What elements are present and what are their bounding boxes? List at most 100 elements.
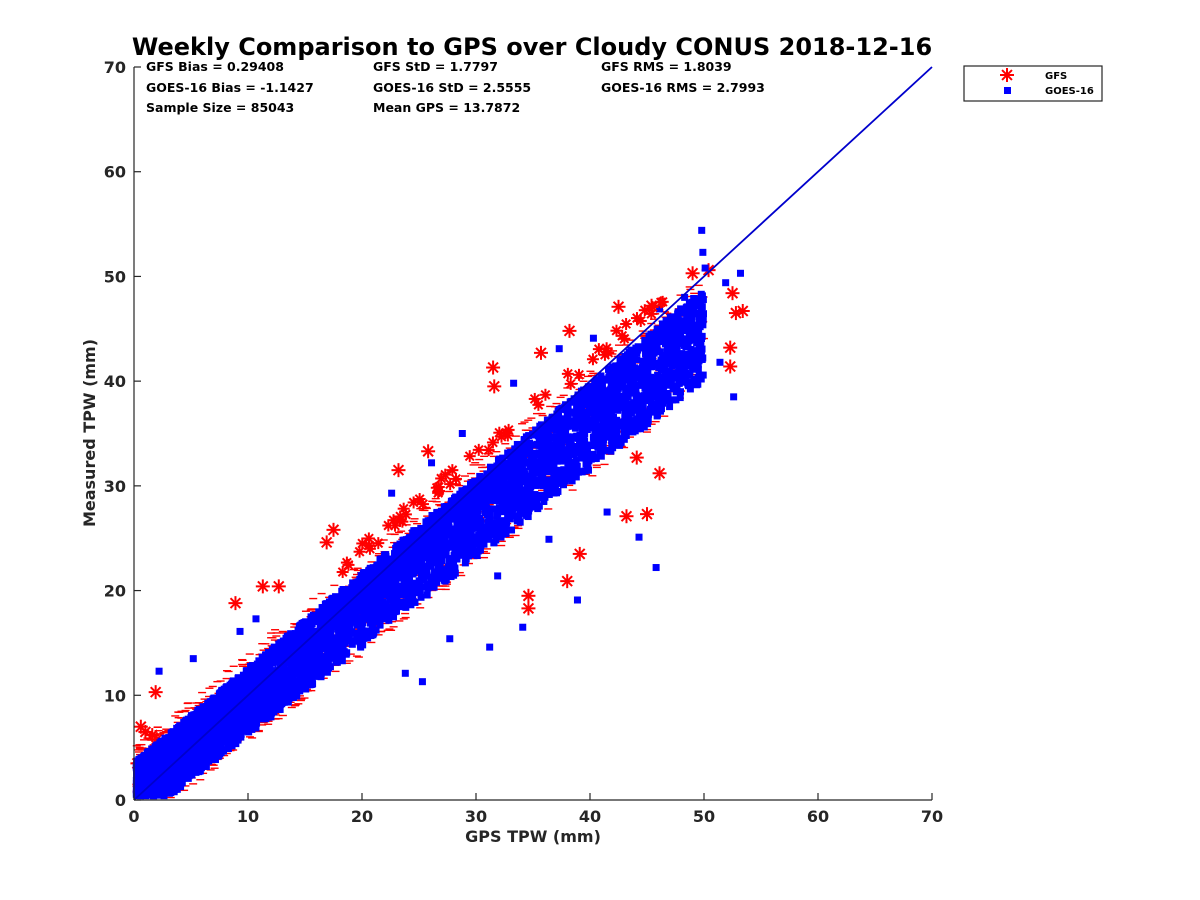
goes16-point bbox=[585, 423, 593, 431]
goes16-point bbox=[239, 671, 247, 679]
goes16-point bbox=[528, 469, 536, 477]
gfs-point bbox=[611, 299, 626, 314]
goes16-point bbox=[565, 441, 573, 449]
goes16-point bbox=[501, 483, 509, 491]
goes16-point bbox=[302, 670, 310, 678]
goes16-point bbox=[584, 445, 592, 453]
goes16-point bbox=[697, 290, 705, 298]
goes16-point bbox=[444, 511, 452, 519]
goes16-point bbox=[648, 387, 656, 395]
goes16-point bbox=[675, 337, 683, 345]
goes16-point bbox=[479, 503, 487, 511]
goes16-point bbox=[174, 777, 182, 785]
goes16-point bbox=[524, 494, 532, 502]
goes16-point bbox=[182, 751, 190, 759]
goes16-point bbox=[458, 487, 466, 495]
goes16-point bbox=[680, 341, 688, 349]
goes16-point bbox=[369, 597, 377, 605]
goes16-point bbox=[577, 408, 585, 416]
goes16-point bbox=[435, 574, 443, 582]
goes16-point bbox=[680, 338, 688, 346]
goes16-point bbox=[449, 529, 457, 537]
gfs-point bbox=[255, 579, 270, 594]
goes16-point bbox=[662, 317, 670, 325]
goes16-point bbox=[376, 621, 384, 629]
gfs-point bbox=[319, 535, 334, 550]
goes16-point bbox=[466, 480, 474, 488]
gfs-series bbox=[130, 263, 750, 771]
gfs-point bbox=[487, 379, 502, 394]
goes16-point bbox=[685, 337, 693, 345]
gfs-point bbox=[391, 463, 406, 478]
goes16-point bbox=[685, 330, 693, 338]
goes16-point bbox=[285, 643, 293, 651]
goes16-point bbox=[556, 466, 564, 474]
goes16-point bbox=[490, 539, 498, 547]
goes16-point bbox=[327, 621, 335, 629]
goes16-point bbox=[272, 694, 280, 702]
goes16-point bbox=[605, 365, 613, 373]
goes16-point bbox=[460, 539, 468, 547]
goes16-point bbox=[597, 452, 605, 460]
goes16-point bbox=[346, 617, 354, 625]
goes16-point bbox=[631, 417, 639, 425]
goes16-point bbox=[391, 605, 399, 613]
goes16-point bbox=[252, 704, 260, 712]
goes16-point bbox=[608, 436, 616, 444]
goes16-point bbox=[624, 427, 632, 435]
gfs-point bbox=[735, 303, 750, 318]
goes16-point bbox=[567, 408, 575, 416]
goes16-point bbox=[497, 517, 505, 525]
goes16-point bbox=[610, 405, 618, 413]
goes16-point bbox=[589, 423, 597, 431]
goes16-point bbox=[451, 565, 459, 573]
goes16-point bbox=[441, 567, 449, 575]
goes16-point bbox=[504, 490, 512, 498]
goes16-point bbox=[327, 609, 335, 617]
goes16-point bbox=[519, 451, 527, 459]
goes16-point bbox=[384, 576, 392, 584]
gfs-point bbox=[421, 444, 436, 459]
goes16-point bbox=[677, 327, 685, 335]
goes16-point bbox=[549, 425, 557, 433]
goes16-point bbox=[686, 371, 694, 379]
goes16-point bbox=[428, 512, 436, 520]
goes16-point bbox=[514, 451, 522, 459]
goes16-point bbox=[485, 535, 493, 543]
goes16-point bbox=[614, 382, 622, 390]
goes16-point bbox=[696, 353, 704, 361]
goes16-point bbox=[617, 383, 625, 391]
goes16-point bbox=[667, 330, 675, 338]
goes16-point bbox=[576, 431, 584, 439]
goes16-point bbox=[594, 443, 602, 451]
goes16-point bbox=[656, 348, 664, 356]
goes16-point bbox=[569, 422, 577, 430]
goes16-point bbox=[429, 535, 437, 543]
goes16-point bbox=[327, 606, 335, 614]
goes16-point bbox=[587, 455, 595, 463]
goes16-point bbox=[680, 355, 688, 363]
goes16-point bbox=[550, 489, 558, 497]
goes16-point bbox=[488, 505, 496, 513]
goes16-point bbox=[640, 423, 648, 431]
goes16-point bbox=[631, 399, 639, 407]
goes16-point bbox=[673, 345, 681, 353]
goes16-point bbox=[565, 468, 573, 476]
goes16-point bbox=[282, 634, 290, 642]
goes16-point bbox=[583, 450, 591, 458]
goes16-point bbox=[630, 380, 638, 388]
goes16-point bbox=[610, 372, 618, 380]
goes16-point bbox=[494, 510, 502, 518]
goes16-point bbox=[506, 515, 514, 523]
gfs-point bbox=[572, 546, 587, 561]
goes16-point bbox=[548, 467, 556, 475]
goes16-point bbox=[276, 672, 284, 680]
goes16-point bbox=[578, 468, 586, 476]
goes16-point bbox=[382, 607, 390, 615]
goes16-point bbox=[627, 409, 635, 417]
gfs-point bbox=[521, 601, 536, 616]
gfs-point bbox=[723, 340, 738, 355]
goes16-point bbox=[360, 569, 368, 577]
goes16-point bbox=[560, 466, 568, 474]
goes16-point bbox=[514, 458, 522, 466]
